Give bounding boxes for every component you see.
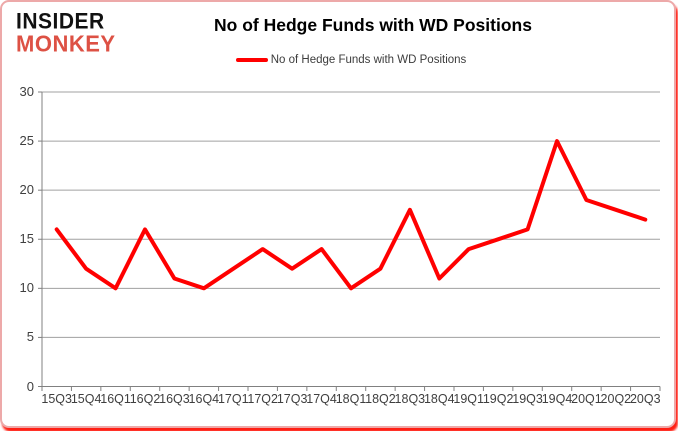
y-axis-label: 0 [26,378,34,394]
y-axis-label: 20 [19,182,34,198]
x-axis-label: 19Q3 [512,391,543,406]
x-axis-label: 17Q3 [276,391,308,406]
legend: No of Hedge Funds with WD Positions [42,52,660,68]
x-axis-label: 16Q2 [129,391,161,406]
legend-label: No of Hedge Funds with WD Positions [270,54,467,66]
x-axis-label: 16Q3 [159,391,190,406]
x-axis-label: 20Q2 [600,391,632,406]
x-axis-label: 15Q4 [70,391,102,406]
x-axis-label: 18Q2 [365,391,396,406]
legend-line-swatch [235,58,268,62]
x-axis-label: 18Q4 [423,391,455,406]
x-axis-label: 17Q4 [306,391,337,406]
insider-monkey-logo: INSIDER MONKEY [16,9,116,57]
x-axis-label: 16Q1 [100,391,131,406]
x-axis-label: 20Q3 [629,391,661,406]
series-line [54,139,648,291]
logo-insider-text: INSIDER [16,9,105,34]
x-axis-label: 20Q1 [571,391,602,406]
y-axis-label: 10 [19,280,34,296]
x-axis-label: 19Q1 [453,391,484,406]
logo-monkey-text: MONKEY [16,30,116,57]
x-axis-label: 17Q1 [217,391,249,406]
y-axis-label: 15 [19,231,34,247]
x-axis-label: 16Q4 [188,391,220,406]
x-axis-label: 15Q3 [41,391,72,406]
x-axis-label: 19Q2 [482,391,514,406]
y-axis-label: 25 [19,133,34,149]
y-axis-label: 30 [19,84,34,99]
y-axis-label: 5 [26,329,34,345]
x-axis-label: 18Q1 [335,391,367,406]
x-axis-label: 19Q4 [541,391,573,406]
chart-title: No of Hedge Funds with WD Positions [214,15,532,35]
x-axis-label: 18Q3 [394,391,426,406]
x-axis-label: 17Q2 [247,391,278,406]
